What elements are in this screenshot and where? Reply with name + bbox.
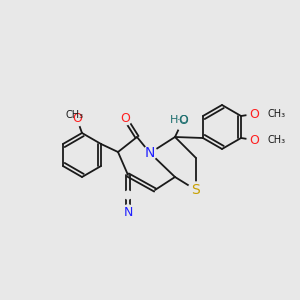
Circle shape [247,107,261,121]
Text: N: N [145,146,155,160]
Text: H: H [169,115,178,125]
Text: O: O [178,113,188,127]
Circle shape [70,112,84,126]
Circle shape [176,113,190,127]
Text: CH₃: CH₃ [267,135,285,145]
Circle shape [124,191,132,199]
Text: S: S [192,183,200,197]
Circle shape [188,182,204,198]
Text: CH₃: CH₃ [267,109,285,119]
Circle shape [143,146,157,160]
Circle shape [118,111,132,125]
Text: O: O [249,107,259,121]
Circle shape [173,110,193,130]
Text: O: O [249,134,259,146]
Circle shape [121,205,135,219]
Text: ·O: ·O [177,115,189,125]
Circle shape [247,133,261,147]
Text: CH₃: CH₃ [66,110,84,120]
Text: N: N [123,206,133,218]
Text: O: O [120,112,130,124]
Text: O: O [72,112,82,125]
